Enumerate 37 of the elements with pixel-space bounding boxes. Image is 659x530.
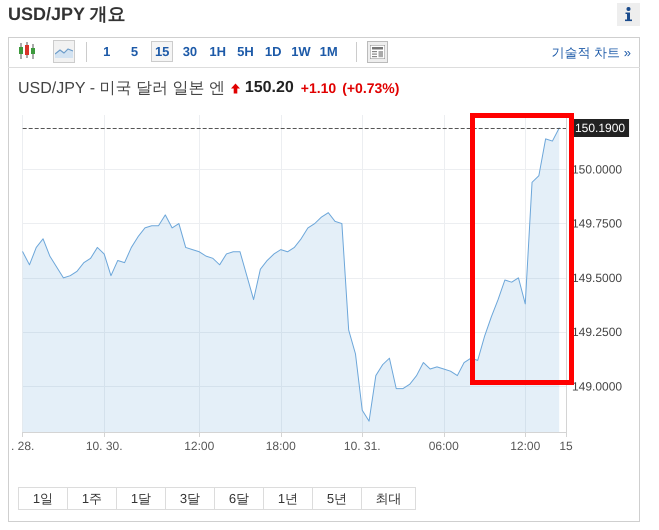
ref-line-label: 150.1900	[575, 121, 626, 136]
text: 5	[123, 41, 146, 62]
text: 1년	[263, 487, 313, 510]
text: 1달	[116, 487, 166, 510]
text: 5년	[312, 487, 362, 510]
text: 150.20	[244, 79, 294, 97]
text: 1D	[262, 41, 284, 62]
text: 15	[151, 41, 174, 62]
text: 1W	[290, 41, 312, 62]
chart-subtitle: USD/JPY - 미국 달러 일본 엔	[18, 78, 225, 98]
chart-title: USD/JPY 개요	[8, 3, 126, 26]
x-tick-label: 18:00	[266, 439, 296, 453]
x-tick-label: 12:00	[184, 439, 215, 453]
y-tick-label: 149.2500	[572, 325, 622, 340]
text: (+0.73%)	[342, 80, 400, 96]
text: 3달	[165, 487, 215, 510]
x-tick-label: 15	[559, 439, 573, 453]
x-tick-label: 10. 30.	[86, 439, 123, 453]
y-tick-label: 149.5000	[572, 270, 622, 285]
y-tick-label: 149.0000	[572, 379, 622, 394]
x-tick-label: 10. 31.	[344, 439, 381, 453]
text: 30	[178, 41, 201, 62]
text: 6달	[214, 487, 264, 510]
text: 기술적 차트 »	[552, 44, 631, 62]
text: 최대	[361, 487, 416, 510]
x-tick-label: 06:00	[428, 439, 460, 453]
text: 1일	[18, 487, 68, 510]
x-tick-label: 12:00	[510, 439, 541, 453]
text: 1	[96, 41, 118, 62]
text: 5H	[234, 41, 256, 62]
text: 1H	[206, 41, 229, 62]
y-tick-label: 149.7500	[572, 216, 622, 231]
text: 1주	[67, 487, 117, 510]
y-tick-label: 150.0000	[572, 162, 622, 176]
x-tick-label: . 28.	[10, 439, 34, 453]
text: 1M	[318, 41, 340, 62]
text: +1.10	[300, 80, 336, 96]
